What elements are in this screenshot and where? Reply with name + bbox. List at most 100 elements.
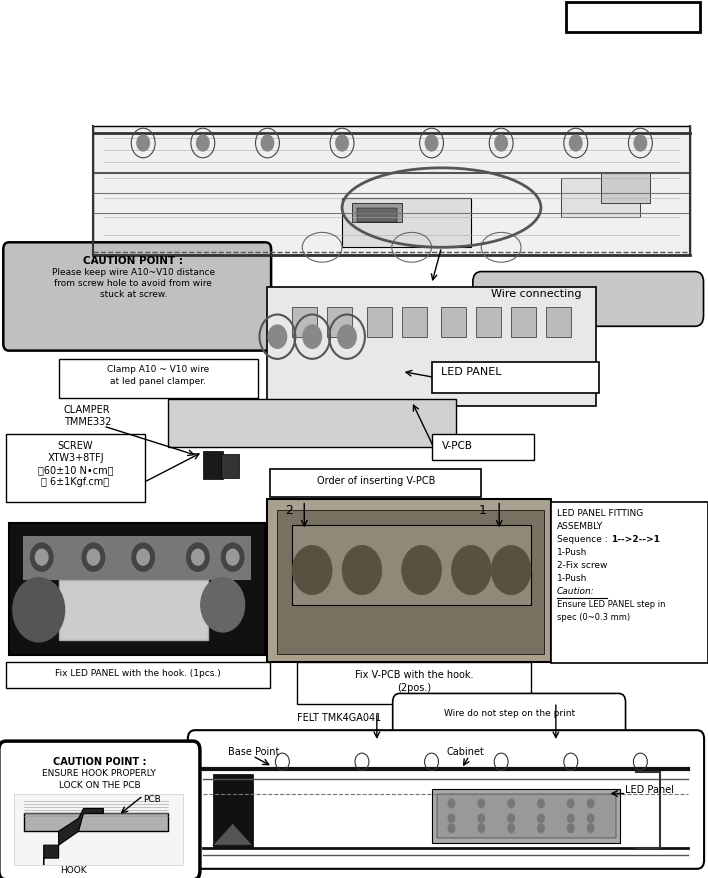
Circle shape <box>131 543 155 572</box>
Bar <box>367 307 392 337</box>
Text: Sequence :: Sequence : <box>557 535 610 543</box>
Circle shape <box>537 814 545 824</box>
Bar <box>357 208 396 223</box>
Bar <box>270 469 481 497</box>
Bar <box>278 511 544 655</box>
Circle shape <box>13 578 64 642</box>
FancyBboxPatch shape <box>188 730 704 869</box>
Text: at led panel clamper.: at led panel clamper. <box>110 377 206 386</box>
Circle shape <box>191 549 205 566</box>
Text: 1: 1 <box>479 503 486 516</box>
Text: 1-->2-->1: 1-->2-->1 <box>610 535 660 543</box>
Circle shape <box>30 543 54 572</box>
FancyBboxPatch shape <box>4 243 271 351</box>
Text: (2pos.): (2pos.) <box>398 682 432 693</box>
Bar <box>59 580 207 640</box>
Text: SCREW: SCREW <box>58 441 93 450</box>
Bar <box>432 362 598 394</box>
Text: Caution:: Caution: <box>557 587 595 595</box>
Polygon shape <box>44 809 103 865</box>
Circle shape <box>507 824 515 833</box>
Bar <box>268 288 595 407</box>
Circle shape <box>136 549 150 566</box>
Circle shape <box>201 578 244 632</box>
Bar <box>437 794 615 838</box>
Circle shape <box>587 814 595 824</box>
Circle shape <box>537 799 545 809</box>
Circle shape <box>477 824 485 833</box>
Bar <box>9 524 266 656</box>
Text: from screw hole to avoid from wire: from screw hole to avoid from wire <box>55 278 212 288</box>
Circle shape <box>477 814 485 824</box>
Text: 2: 2 <box>285 503 293 516</box>
Text: spec (0~0.3 mm): spec (0~0.3 mm) <box>557 612 630 621</box>
Bar <box>14 794 183 865</box>
Circle shape <box>537 824 545 833</box>
Bar <box>561 178 640 219</box>
Text: 〆60±10 N•cm〇: 〆60±10 N•cm〇 <box>38 464 113 474</box>
Circle shape <box>567 814 575 824</box>
Bar <box>600 174 651 204</box>
Circle shape <box>86 549 101 566</box>
Text: Please keep wire A10~V10 distance: Please keep wire A10~V10 distance <box>52 268 215 277</box>
Bar <box>292 526 531 605</box>
Bar <box>297 663 531 704</box>
Text: CAUTION POINT :: CAUTION POINT : <box>84 256 183 266</box>
Bar <box>352 204 401 223</box>
Circle shape <box>587 799 595 809</box>
Circle shape <box>477 799 485 809</box>
Circle shape <box>302 325 322 349</box>
Bar <box>432 435 534 460</box>
Bar <box>93 127 690 256</box>
Circle shape <box>491 546 531 595</box>
Text: LOCK ON THE PCB: LOCK ON THE PCB <box>59 780 140 788</box>
Bar <box>168 399 457 448</box>
Bar <box>292 307 317 337</box>
Text: CLAMPER: CLAMPER <box>64 405 110 414</box>
Circle shape <box>447 799 455 809</box>
Text: Clamp A10 ~ V10 wire: Clamp A10 ~ V10 wire <box>107 365 209 374</box>
Circle shape <box>81 543 105 572</box>
Bar <box>270 499 308 527</box>
FancyBboxPatch shape <box>473 272 704 327</box>
Bar <box>546 307 571 337</box>
Circle shape <box>587 824 595 833</box>
Text: 1-Push: 1-Push <box>557 573 587 582</box>
Text: Order of inserting V-PCB: Order of inserting V-PCB <box>316 475 435 486</box>
Circle shape <box>567 824 575 833</box>
Text: LED PANEL FITTING: LED PANEL FITTING <box>557 509 643 518</box>
FancyBboxPatch shape <box>393 694 626 739</box>
Circle shape <box>337 325 357 349</box>
Bar <box>401 307 427 337</box>
Bar <box>511 307 536 337</box>
Bar <box>476 307 501 337</box>
Circle shape <box>507 814 515 824</box>
Text: LED Panel: LED Panel <box>625 784 675 794</box>
Text: Base Point: Base Point <box>228 746 279 756</box>
Bar <box>268 499 551 663</box>
Circle shape <box>35 549 49 566</box>
Bar <box>22 536 251 580</box>
Circle shape <box>226 549 239 566</box>
Circle shape <box>342 546 382 595</box>
Bar <box>551 502 708 664</box>
Circle shape <box>268 325 287 349</box>
Bar <box>432 788 620 843</box>
Circle shape <box>292 546 332 595</box>
Circle shape <box>136 135 150 153</box>
Circle shape <box>335 135 349 153</box>
Circle shape <box>447 824 455 833</box>
Bar <box>24 814 168 831</box>
Text: Ensure LED PANEL step in: Ensure LED PANEL step in <box>557 599 666 608</box>
Circle shape <box>401 546 442 595</box>
Bar <box>221 454 239 479</box>
FancyBboxPatch shape <box>0 741 200 878</box>
Text: TMME332: TMME332 <box>64 417 111 427</box>
Text: XTW3+8TFJ: XTW3+8TFJ <box>47 452 104 463</box>
Bar <box>463 499 501 527</box>
Text: V-PCB: V-PCB <box>442 441 472 450</box>
Text: Fix V-PCB with the hook.: Fix V-PCB with the hook. <box>355 670 474 680</box>
Text: Cabinet: Cabinet <box>447 746 484 756</box>
Bar <box>6 663 270 688</box>
Text: ASSEMBLY: ASSEMBLY <box>557 522 603 531</box>
